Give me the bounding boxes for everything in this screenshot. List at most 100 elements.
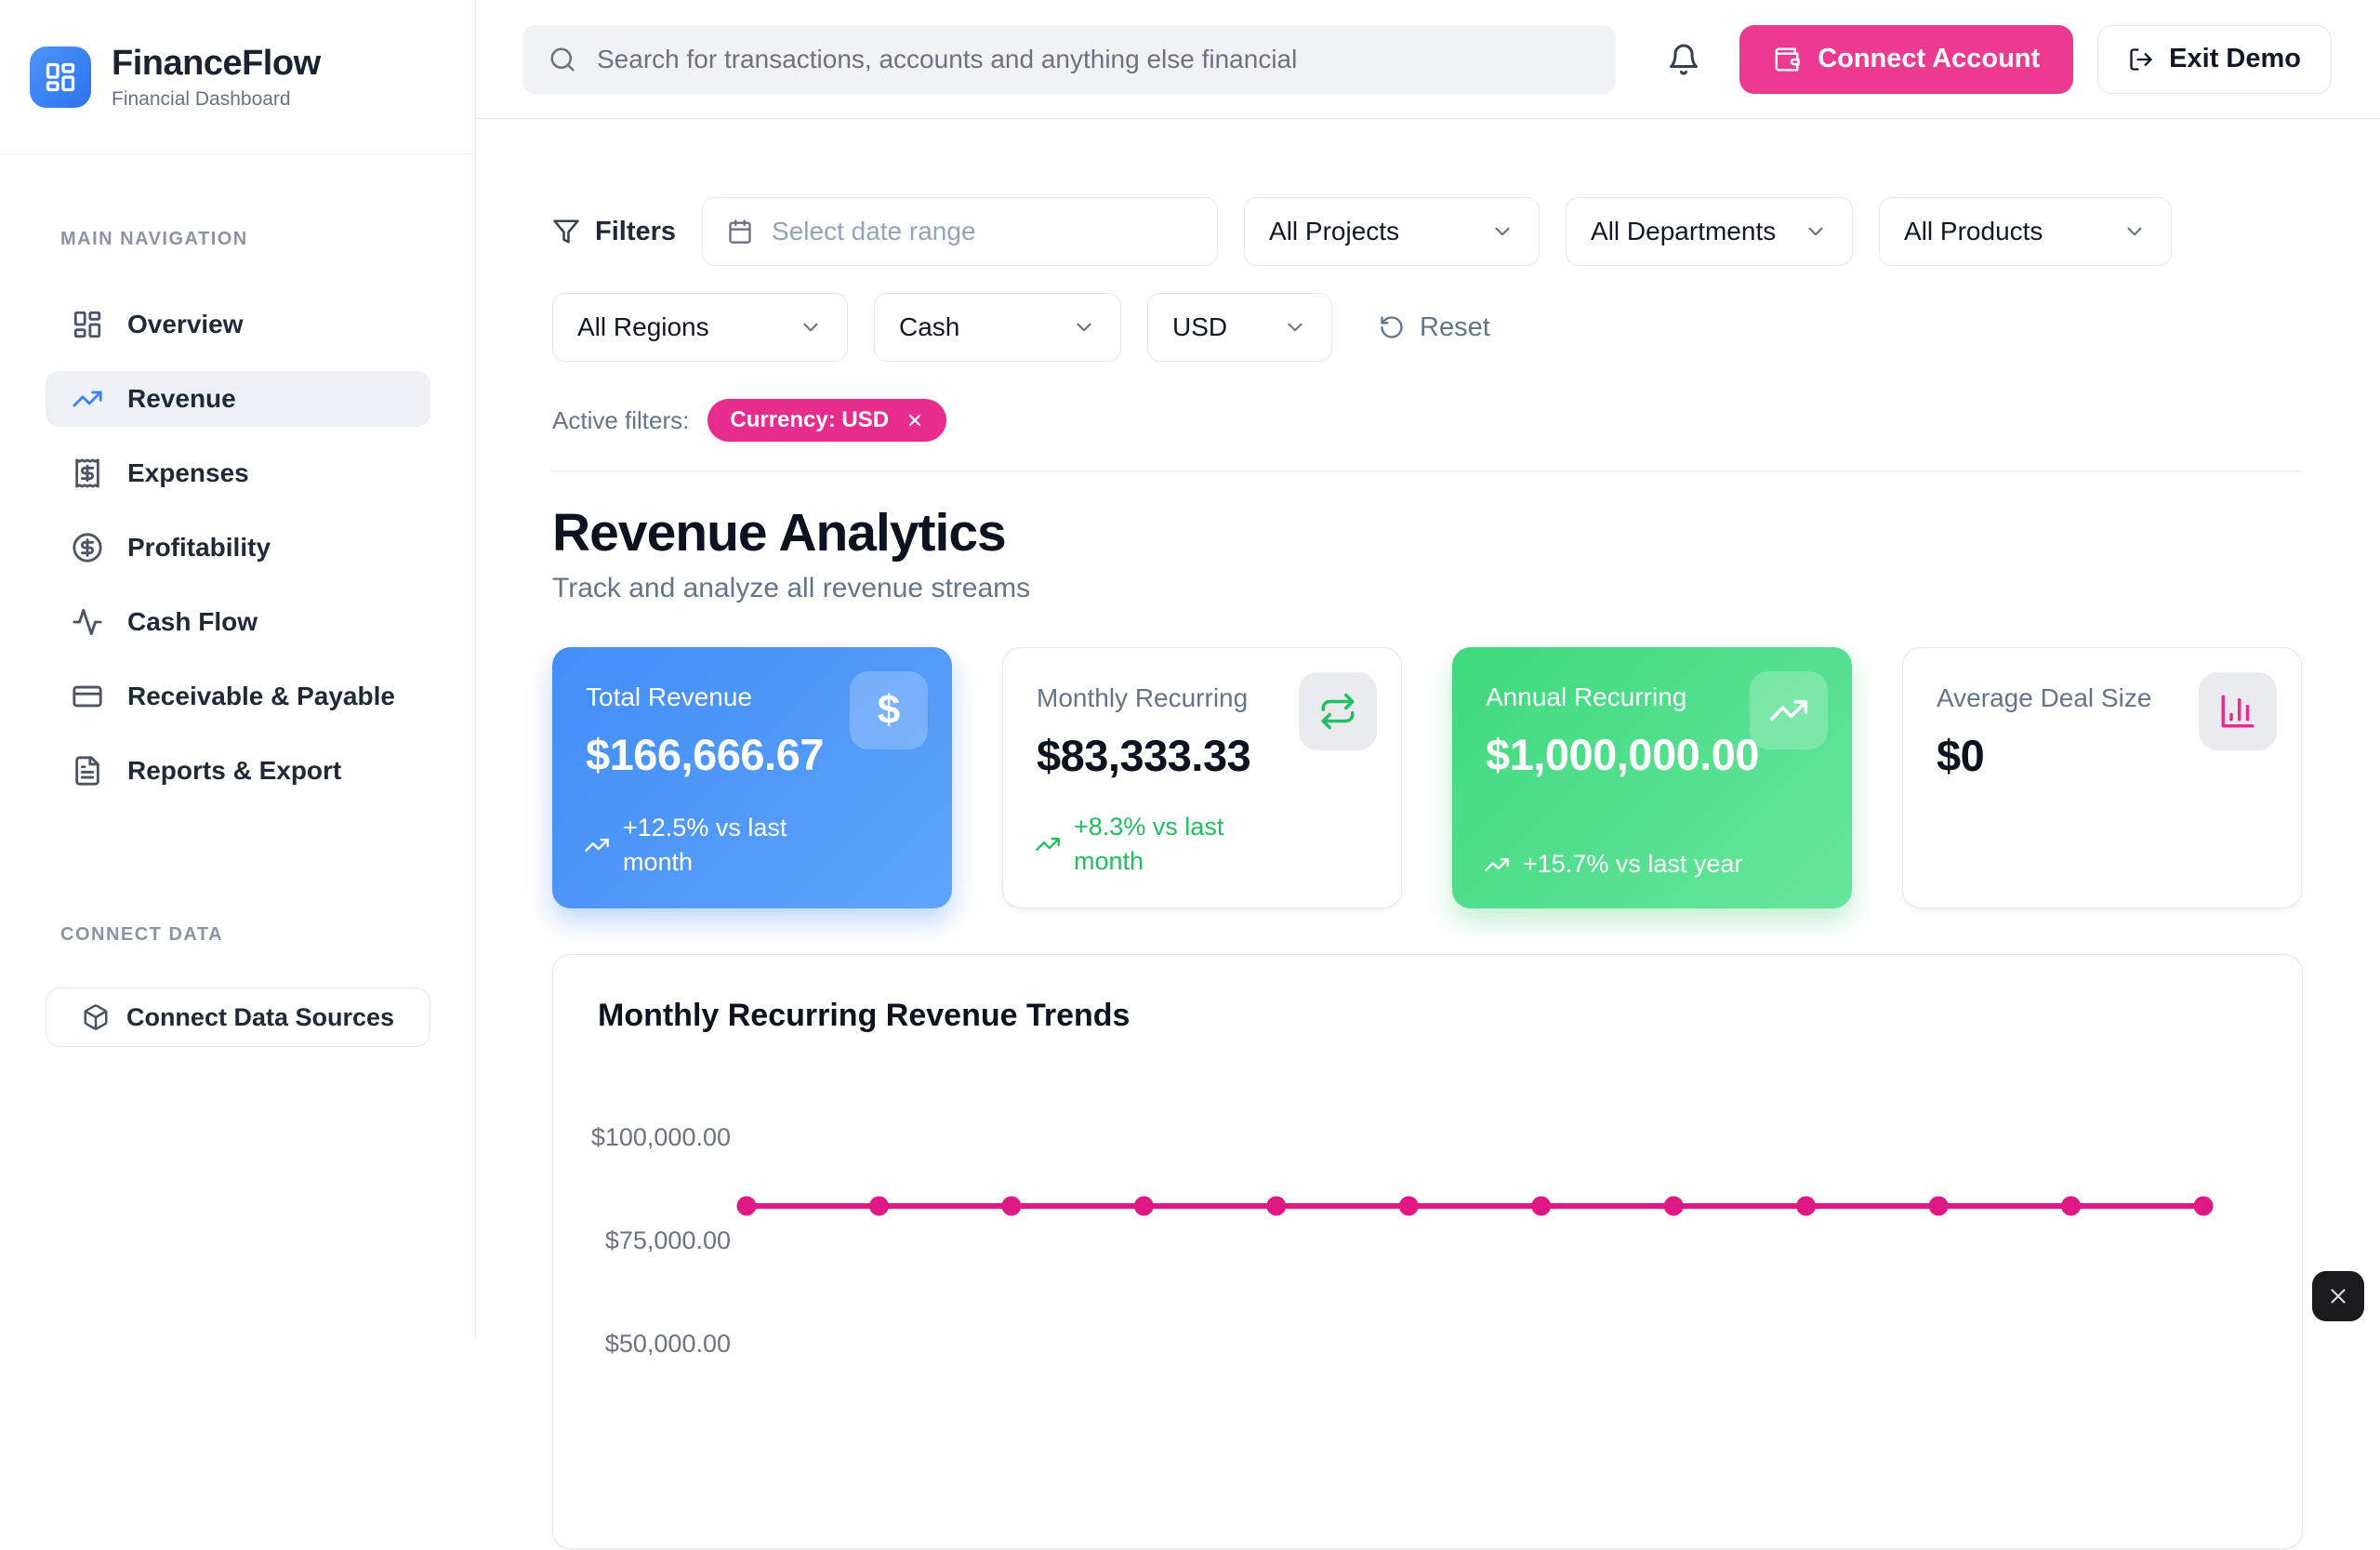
trending-up-icon <box>584 832 610 858</box>
sidebar-item-label: Revenue <box>127 384 236 413</box>
currency-select-value: USD <box>1172 312 1228 341</box>
top-bar: Connect Account Exit Demo <box>476 0 2380 119</box>
accounting-method-value: Cash <box>899 312 960 341</box>
kpi-value: $1,000,000.00 <box>1486 730 1760 779</box>
currency-select[interactable]: USD <box>1147 293 1332 362</box>
kpi-value: $0 <box>1937 731 1985 780</box>
date-range-input[interactable]: Select date range <box>702 197 1219 266</box>
main-content: Filters Select date range All Projects A… <box>552 119 2303 1549</box>
kpi-label: Monthly Recurring <box>1037 683 1249 712</box>
kpi-value: $166,666.67 <box>586 730 824 779</box>
brand-tagline: Financial Dashboard <box>112 87 291 110</box>
wallet-icon <box>1773 46 1801 73</box>
page-subtitle: Track and analyze all revenue streams <box>552 573 1031 603</box>
file-text-icon <box>72 755 103 787</box>
trending-up-icon <box>1035 831 1061 857</box>
section-divider <box>552 470 2303 471</box>
connect-account-label: Connect Account <box>1818 44 2041 73</box>
kpi-icon-badge <box>1299 672 1377 750</box>
kpi-icon-badge: $ <box>850 671 928 749</box>
credit-card-icon <box>72 681 103 712</box>
calendar-icon <box>727 219 753 245</box>
sidebar-item-label: Profitability <box>127 533 271 562</box>
sidebar-item-reports-export[interactable]: Reports & Export <box>46 743 430 799</box>
repeat-icon <box>1318 692 1357 731</box>
chevron-down-icon <box>1283 315 1307 339</box>
kpi-trend: +15.7% vs last year <box>1484 850 1742 879</box>
kpi-icon-badge <box>2199 672 2277 750</box>
kpi-card-average-deal-size: Average Deal Size $0 <box>1902 647 2302 908</box>
global-search[interactable] <box>522 24 1616 94</box>
reset-filters-button[interactable]: Reset <box>1379 312 1490 343</box>
main-navigation: Overview Revenue Expenses Profitability … <box>46 297 430 799</box>
trending-up-icon <box>1768 690 1809 731</box>
products-select[interactable]: All Products <box>1879 197 2173 266</box>
sidebar-item-label: Receivable & Payable <box>127 682 395 710</box>
sidebar-item-expenses[interactable]: Expenses <box>46 445 430 501</box>
sidebar-item-receivable-payable[interactable]: Receivable & Payable <box>46 669 430 724</box>
kpi-card-annual-recurring: Annual Recurring $1,000,000.00 +15.7% vs… <box>1452 647 1852 908</box>
sidebar-item-profitability[interactable]: Profitability <box>46 520 430 576</box>
notifications-button[interactable] <box>1663 39 1704 80</box>
mrr-line-chart <box>736 1196 2214 1216</box>
sidebar-item-label: Overview <box>127 310 244 338</box>
kpi-trend: +8.3% vs last month <box>1035 810 1283 878</box>
sidebar-item-label: Cash Flow <box>127 607 258 636</box>
trending-up-icon <box>72 383 103 415</box>
kpi-card-total-revenue: Total Revenue $166,666.67 +12.5% vs last… <box>552 647 952 908</box>
currency-chip-label: Currency: USD <box>730 407 890 432</box>
mrr-trends-chart-card: Monthly Recurring Revenue Trends $100,00… <box>552 954 2303 1549</box>
currency-filter-chip[interactable]: Currency: USD <box>707 399 947 442</box>
regions-select[interactable]: All Regions <box>552 293 848 362</box>
sidebar-item-label: Expenses <box>127 458 249 487</box>
connect-data-heading: CONNECT DATA <box>60 924 224 945</box>
activity-icon <box>72 606 103 638</box>
circle-dollar-icon <box>72 532 103 563</box>
exit-demo-label: Exit Demo <box>2169 44 2301 73</box>
receipt-icon <box>72 457 103 489</box>
kpi-trend-text: +15.7% vs last year <box>1523 850 1743 878</box>
search-input[interactable] <box>597 44 1590 74</box>
filters-row-2: All Regions Cash USD Reset <box>552 293 2303 362</box>
kpi-trend: +12.5% vs last month <box>584 811 832 879</box>
kpi-value: $83,333.33 <box>1037 731 1251 780</box>
connect-data-sources-button[interactable]: Connect Data Sources <box>46 987 430 1047</box>
log-out-icon <box>2128 46 2154 73</box>
search-icon <box>549 46 576 73</box>
bell-icon <box>1667 43 1700 76</box>
regions-select-value: All Regions <box>577 312 709 341</box>
sidebar-item-cash-flow[interactable]: Cash Flow <box>46 594 430 650</box>
rotate-ccw-icon <box>1379 314 1405 340</box>
sidebar: FinanceFlow Financial Dashboard MAIN NAV… <box>0 0 476 1339</box>
bar-chart-icon <box>2218 692 2257 731</box>
page-title: Revenue Analytics <box>552 503 1007 563</box>
filters-title: Filters <box>552 217 676 247</box>
close-widget-button[interactable] <box>2312 1271 2364 1321</box>
funnel-icon <box>552 218 580 245</box>
kpi-trend-text: +8.3% vs last month <box>1074 813 1224 875</box>
connect-account-button[interactable]: Connect Account <box>1739 24 2074 94</box>
sidebar-item-overview[interactable]: Overview <box>46 297 430 352</box>
chart-title: Monthly Recurring Revenue Trends <box>598 998 1130 1033</box>
departments-select[interactable]: All Departments <box>1566 197 1854 266</box>
projects-select[interactable]: All Projects <box>1244 197 1540 266</box>
kpi-label: Annual Recurring <box>1486 682 1687 711</box>
nav-section-heading: MAIN NAVIGATION <box>60 229 248 249</box>
accounting-method-select[interactable]: Cash <box>874 293 1121 362</box>
dollar-icon: $ <box>877 687 901 733</box>
filters-title-label: Filters <box>595 216 677 246</box>
kpi-card-monthly-recurring: Monthly Recurring $83,333.33 +8.3% vs la… <box>1002 647 1402 908</box>
remove-filter-icon[interactable] <box>906 411 924 430</box>
chevron-down-icon <box>799 315 823 339</box>
kpi-label: Average Deal Size <box>1937 683 2152 712</box>
connect-data-sources-label: Connect Data Sources <box>126 1002 395 1031</box>
projects-select-value: All Projects <box>1269 217 1400 245</box>
sidebar-item-revenue[interactable]: Revenue <box>46 371 430 427</box>
brand-logo <box>30 46 91 108</box>
chevron-down-icon <box>2122 219 2147 244</box>
products-select-value: All Products <box>1904 217 2043 245</box>
date-range-placeholder: Select date range <box>772 217 976 245</box>
exit-demo-button[interactable]: Exit Demo <box>2097 24 2332 94</box>
brand-header: FinanceFlow Financial Dashboard <box>0 0 475 154</box>
departments-select-value: All Departments <box>1591 217 1777 245</box>
